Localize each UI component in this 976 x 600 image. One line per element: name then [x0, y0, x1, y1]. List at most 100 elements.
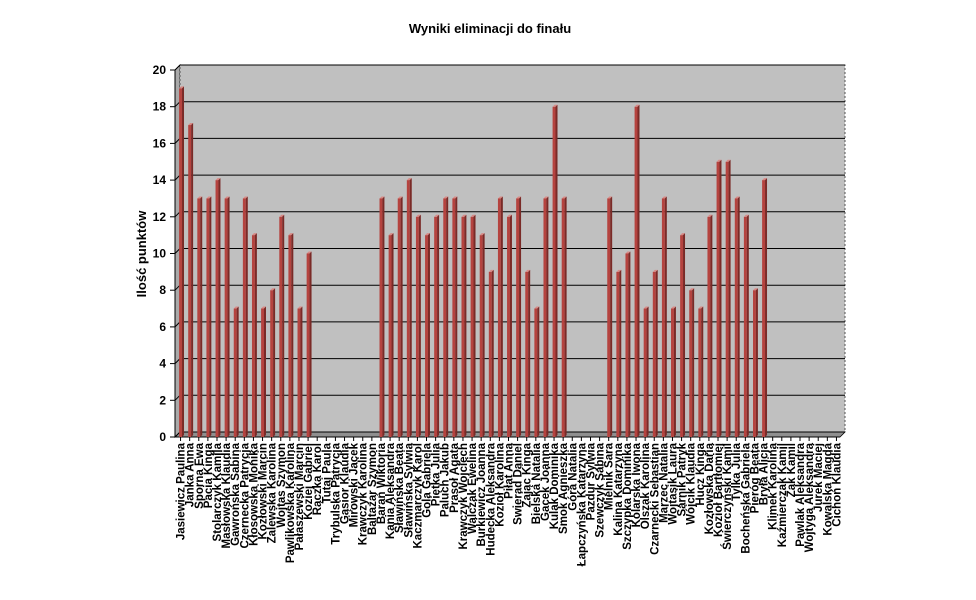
bar-top — [406, 178, 412, 181]
x-tick-label: Gacek Joanna — [540, 442, 552, 521]
y-tick-label: 10 — [153, 247, 167, 261]
x-tick-label: Bocheńska Gabriela — [740, 442, 752, 553]
bar-top — [643, 306, 649, 309]
bar-side — [291, 233, 294, 437]
x-tick-label: Smok Agnieszka — [558, 442, 570, 534]
x-tick-label: Rączka Karol — [312, 443, 324, 515]
gridline-depth — [174, 64, 181, 71]
bar — [434, 216, 438, 437]
bar-side — [728, 159, 731, 437]
bar — [671, 308, 674, 437]
bar-top — [188, 123, 194, 126]
y-tick-label: 2 — [159, 393, 166, 407]
bar-side — [464, 214, 467, 437]
x-tick-label: Tutaj Paula — [321, 442, 333, 503]
y-tick-label: 8 — [159, 283, 166, 297]
x-tick-label: Prasoł Agata — [449, 442, 461, 512]
x-tick-label: Sławińska Sylwia — [403, 442, 415, 537]
x-tick-label: Kalina Katarzyna — [613, 442, 625, 535]
x-tick-label: Kania Aleksandra — [385, 442, 397, 539]
bar — [525, 271, 529, 437]
bar — [188, 125, 192, 438]
bar — [725, 161, 729, 437]
x-tick-label: Zalewska Karolina — [267, 442, 279, 543]
y-tick-label: 20 — [153, 63, 167, 77]
x-tick-label: Kaźmierczak Kamil — [777, 443, 789, 547]
x-tick-label: Pieróg Beata — [749, 442, 761, 513]
bar-top — [707, 214, 713, 217]
bar-side — [537, 306, 540, 437]
bar-top — [543, 196, 549, 199]
bar — [534, 308, 538, 437]
y-tick-label: 16 — [153, 136, 167, 150]
bar-top — [753, 288, 758, 291]
bar-top — [215, 178, 221, 181]
bar — [616, 271, 620, 437]
bar-top — [634, 104, 640, 107]
bar-side — [482, 233, 485, 437]
x-tick-label: Sporna Ewa — [194, 442, 206, 508]
bar-side — [619, 269, 622, 437]
x-tick-label: Wojtas Szymon — [276, 443, 288, 528]
bar — [224, 198, 228, 437]
bar-top — [242, 196, 248, 199]
bar-side — [473, 214, 476, 437]
x-tick-label: Kaczmarczyk Karol — [412, 443, 424, 548]
bar — [261, 308, 264, 437]
bar-top — [288, 233, 294, 236]
bar-top — [698, 306, 704, 309]
bar-top — [425, 233, 430, 236]
bar-top — [507, 214, 512, 217]
bar — [388, 235, 392, 437]
bar-side — [692, 288, 695, 437]
bar-top — [734, 196, 740, 199]
bar-top — [607, 196, 613, 199]
bar-side — [227, 196, 230, 437]
y-tick-label: 12 — [153, 210, 167, 224]
bar-side — [500, 196, 503, 437]
bar — [215, 180, 219, 437]
x-tick-label: Swierad Daniel — [513, 443, 525, 525]
bar — [689, 290, 693, 437]
bar-top — [743, 214, 749, 217]
x-tick-label: Marzec Natalia — [658, 442, 670, 523]
bar-side — [737, 196, 740, 437]
bar-top — [671, 306, 676, 309]
x-tick-label: Barań Wiktoria — [376, 442, 388, 524]
bar-top — [233, 306, 239, 309]
bar-side — [637, 104, 640, 437]
x-tick-label: Gąsior Klaudia — [340, 442, 352, 524]
bar-side — [209, 196, 212, 437]
bar-side — [218, 178, 221, 437]
bar-side — [746, 214, 749, 437]
y-tick-label: 0 — [159, 430, 166, 444]
bar-side — [755, 288, 758, 437]
bar-side — [191, 123, 194, 438]
bar-side — [446, 196, 449, 437]
x-tick-label: Sarnik Patryk — [677, 442, 689, 516]
bar-top — [716, 159, 722, 162]
plot-area: 0 2 4 6 8 10 12 14 16 18 20 Jasiewicz PaulinaJanka … — [153, 63, 846, 566]
bar — [634, 106, 638, 437]
bar-side — [418, 214, 421, 437]
bar-side — [673, 306, 676, 437]
bar-top — [434, 214, 440, 217]
bar — [497, 198, 501, 437]
bar-side — [382, 196, 385, 437]
bar — [415, 216, 419, 437]
bar-top — [251, 233, 257, 236]
x-tick-label: Hudecka Aleksandra — [485, 442, 497, 555]
bar — [452, 198, 456, 437]
x-tick-label: Szczypka Dominika — [622, 442, 634, 549]
bar — [297, 308, 301, 437]
bar — [406, 180, 410, 437]
x-tick-label: Pałaszewski Marcin — [294, 443, 306, 550]
bar-side — [236, 306, 239, 437]
bar-top — [479, 233, 485, 236]
x-tick-label: Góra Natalia — [567, 442, 579, 510]
bar-side — [254, 233, 257, 437]
y-tick-label: 6 — [159, 320, 166, 334]
bar-side — [391, 233, 394, 437]
x-tick-label: Koziej Gabriel — [303, 443, 315, 520]
bar-top — [652, 269, 658, 272]
